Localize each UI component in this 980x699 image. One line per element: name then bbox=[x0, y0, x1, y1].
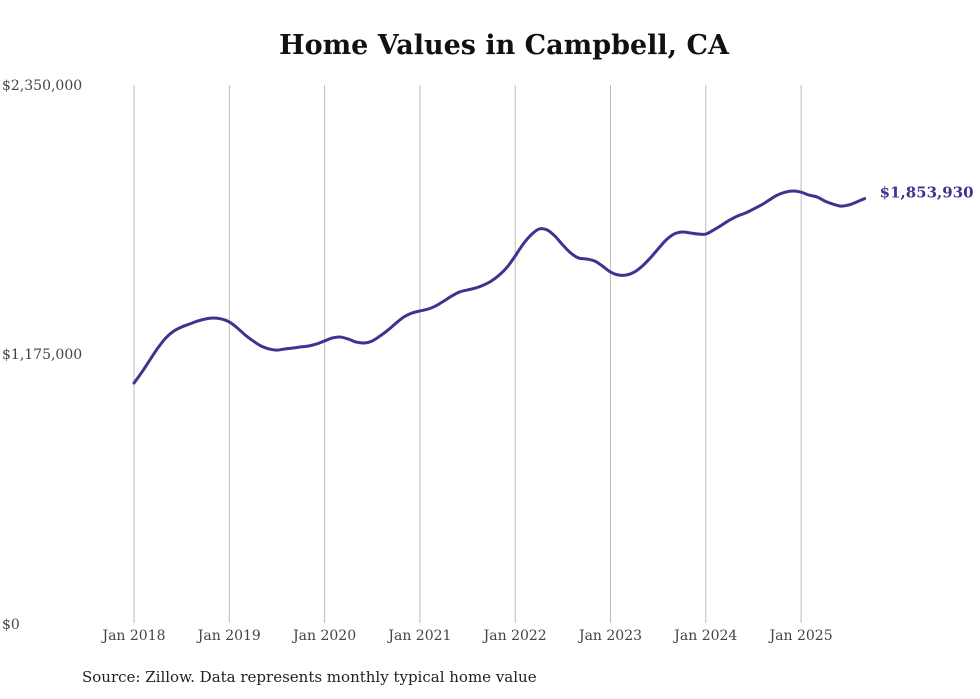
end-value-label: $1,853,930 bbox=[880, 184, 974, 202]
x-tick-label: Jan 2023 bbox=[577, 628, 642, 644]
y-tick-label: $1,175,000 bbox=[2, 347, 82, 363]
x-tick-label: Jan 2018 bbox=[100, 628, 165, 644]
y-tick-label: $2,350,000 bbox=[2, 78, 82, 94]
source-note: Source: Zillow. Data represents monthly … bbox=[82, 668, 537, 686]
x-tick-label: Jan 2021 bbox=[386, 628, 451, 644]
x-tick-label: Jan 2020 bbox=[291, 628, 356, 644]
chart-title: Home Values in Campbell, CA bbox=[279, 30, 729, 61]
x-tick-label: Jan 2019 bbox=[196, 628, 261, 644]
x-tick-label: Jan 2024 bbox=[672, 628, 737, 644]
x-tick-label: Jan 2022 bbox=[482, 628, 547, 644]
series-line bbox=[132, 189, 867, 385]
y-tick-label: $0 bbox=[2, 617, 20, 633]
x-tick-label: Jan 2025 bbox=[768, 628, 833, 644]
